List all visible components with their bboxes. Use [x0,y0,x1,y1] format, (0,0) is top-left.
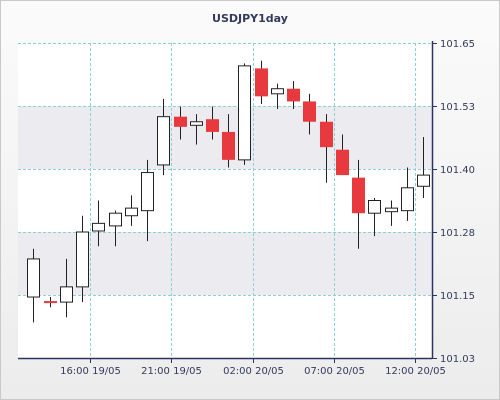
candle [352,159,365,249]
y-tick-label: 101.40 [440,165,475,176]
axes: 101.03 101.15 101.28 101.40 101.53 101.65 16:0… [18,39,475,377]
x-tick-label: 12:00 20/05 [385,366,446,377]
x-tick-label: 21:00 19/05 [141,366,202,377]
y-tick-label: 101.03 [440,354,475,365]
y-tick-label: 101.28 [440,228,475,239]
candle-body-down [336,149,349,176]
candle-body-up [401,187,414,212]
candle [287,81,300,110]
chart-title: USDJPY1day [212,12,288,25]
candle-body-down [206,119,219,132]
candle [109,210,122,247]
candle [157,98,170,176]
x-tick-label: 02:00 20/05 [223,366,284,377]
candle-body-up [238,65,251,161]
candle [417,136,430,198]
candle [320,114,333,183]
candle-body-down [352,177,365,214]
candle-body-down [255,68,268,97]
candle-body-up [385,207,398,213]
candle-body-up [271,88,284,95]
candle [44,297,57,308]
candle-body-up [27,258,40,298]
candle-body-down [287,88,300,102]
y-tick-label: 101.53 [440,102,475,113]
candle [92,200,105,247]
candle-body-down [44,301,57,304]
candle [76,215,89,303]
candle-body-up [60,286,73,303]
candle-body-up [141,172,154,212]
plot-area [18,43,432,358]
candle-body-up [417,174,430,187]
candle-body-up [109,212,122,227]
candle [174,106,187,140]
candle [60,258,73,318]
candle-body-down [320,121,333,148]
x-tick-label: 07:00 20/05 [304,366,365,377]
candle-body-up [368,200,381,214]
x-tick-label: 16:00 19/05 [60,366,121,377]
candle-body-down [174,116,187,127]
candle [125,195,138,226]
candle-body-up [190,121,203,126]
candle [401,167,414,221]
candle [336,134,349,176]
candle [206,106,219,140]
candle [190,114,203,145]
candle-body-down [303,101,316,122]
candle [303,93,316,135]
candle-body-up [76,231,89,288]
candle-body-up [92,222,105,232]
y-tick-label: 101.65 [440,39,475,50]
candle [271,83,284,110]
candle [368,197,381,237]
candle-series [27,60,430,323]
candle-body-down [222,131,235,160]
candle [141,159,154,242]
candle [238,63,251,165]
candle-body-up [157,116,170,166]
candle [27,248,40,323]
y-tick-label: 101.15 [440,291,475,302]
candle-body-up [125,207,138,217]
candle [255,60,268,104]
candle [385,200,398,226]
candle [222,114,235,168]
